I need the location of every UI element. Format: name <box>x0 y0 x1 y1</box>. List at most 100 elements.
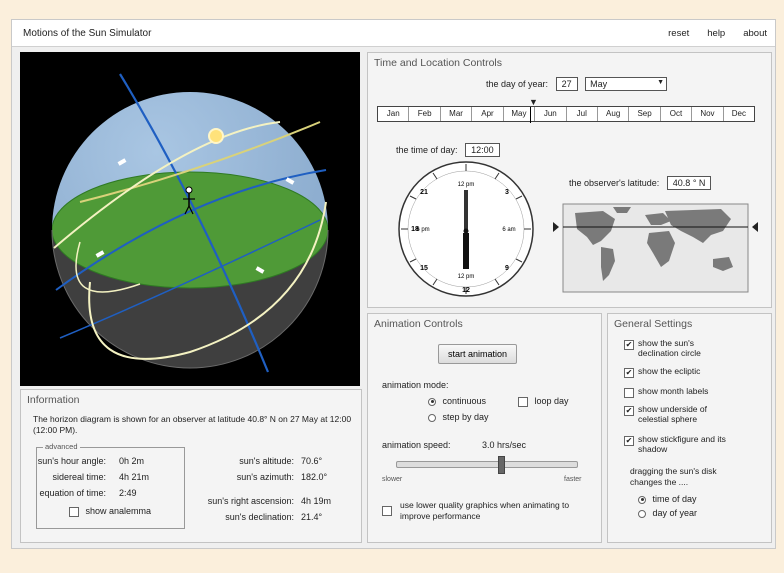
animation-panel: Animation Controls start animation anima… <box>367 313 602 543</box>
time-of-day-radio[interactable] <box>638 495 646 504</box>
month-dec[interactable]: Dec <box>722 107 754 121</box>
stickfigure-option[interactable]: ✔ show stickfigure and its shadow <box>624 434 728 454</box>
month-apr[interactable]: Apr <box>471 107 502 121</box>
top-menu: reset help about <box>668 28 767 39</box>
equation-of-time-label: equation of time: <box>39 488 106 498</box>
title-bar: Motions of the Sun Simulator reset help … <box>12 20 775 47</box>
low-quality-option[interactable]: use lower quality graphics when animatin… <box>382 500 586 522</box>
loop-day-option[interactable]: loop day <box>518 396 569 407</box>
day-of-year-option-label: day of year <box>652 508 698 518</box>
day-slider-handle-icon[interactable]: ▼ <box>529 97 538 107</box>
clock-number-21: 21 <box>420 189 428 196</box>
declination-circle-option[interactable]: ✔ show the sun's declination circle <box>624 338 733 358</box>
slower-label: slower <box>382 476 403 483</box>
latitude-label: the observer's latitude: <box>569 178 660 188</box>
clock-label-right: 6 am <box>502 227 515 233</box>
ecliptic-line <box>79 121 321 203</box>
clock-number-12: 12 <box>462 287 470 294</box>
month-oct[interactable]: Oct <box>659 107 691 121</box>
month-timeline[interactable]: Jan Feb Mar Apr May Jun Jul Aug Sep Oct … <box>377 106 755 122</box>
sun-path-lower <box>88 201 327 360</box>
declination-value: 21.4° <box>301 512 323 522</box>
world-map[interactable] <box>553 201 758 295</box>
time-of-day-input[interactable]: 12:00 <box>465 143 500 157</box>
day-of-year-option[interactable]: day of year <box>638 508 697 518</box>
sidereal-time-value: 4h 21m <box>119 472 150 482</box>
dropdown-arrow-icon: ▼ <box>657 79 665 86</box>
declination-label: sun's declination: <box>225 512 294 522</box>
faster-label: faster <box>564 476 582 483</box>
clock-number-15: 15 <box>420 265 428 272</box>
azimuth-label: sun's azimuth: <box>236 472 294 482</box>
month-jul[interactable]: Jul <box>565 107 597 121</box>
right-ascension-value: 4h 19m <box>301 496 332 506</box>
day-of-year-input[interactable]: 27 <box>555 77 578 91</box>
low-quality-label: use lower quality graphics when animatin… <box>400 500 570 521</box>
month-select[interactable]: May ▼ <box>585 77 668 91</box>
continuous-option[interactable]: continuous <box>428 396 486 406</box>
month-feb[interactable]: Feb <box>408 107 439 121</box>
about-link[interactable]: about <box>743 28 767 39</box>
help-link[interactable]: help <box>707 28 726 39</box>
start-animation-button[interactable]: start animation <box>438 344 518 364</box>
time-of-day-label: the time of day: <box>396 145 458 155</box>
month-jan[interactable]: Jan <box>386 109 400 118</box>
time-of-day-row: the time of day: 12:00 <box>396 143 500 157</box>
ecliptic-label: show the ecliptic <box>638 366 701 376</box>
loop-day-checkbox[interactable] <box>518 396 528 407</box>
stick-figure <box>183 186 195 215</box>
reset-link[interactable]: reset <box>668 28 690 39</box>
step-by-day-label: step by day <box>442 412 489 422</box>
day-of-year-radio[interactable] <box>638 509 646 518</box>
month-jun[interactable]: Jun <box>534 107 565 121</box>
loop-day-label: loop day <box>534 396 569 406</box>
sun-disk[interactable] <box>208 128 224 144</box>
step-by-day-option[interactable]: step by day <box>428 412 489 422</box>
advanced-label: advanced <box>43 442 80 451</box>
ecliptic-option[interactable]: ✔ show the ecliptic <box>624 366 701 378</box>
speed-slider-track[interactable] <box>396 456 578 474</box>
clock-hand-upper <box>464 190 468 230</box>
declination-circle-checkbox[interactable]: ✔ <box>624 340 634 350</box>
declination-circle <box>53 121 281 249</box>
time-of-day-option-label: time of day <box>652 494 697 504</box>
stickfigure-label: show stickfigure and its shadow <box>638 434 726 454</box>
ecliptic-checkbox[interactable]: ✔ <box>624 368 634 378</box>
hour-angle-value: 0h 2m <box>119 456 145 466</box>
step-by-day-radio[interactable] <box>428 413 436 422</box>
month-may[interactable]: May <box>502 107 534 121</box>
animation-speed-value: 3.0 hrs/sec <box>482 440 527 450</box>
panel-title: Information <box>27 394 80 406</box>
clock-label-left: 6 pm <box>416 227 429 233</box>
animation-speed-label: animation speed: <box>382 440 451 450</box>
underside-checkbox[interactable]: ✔ <box>624 406 634 416</box>
stickfigure-checkbox[interactable]: ✔ <box>624 436 634 446</box>
month-labels-option[interactable]: show month labels <box>624 386 708 398</box>
low-quality-checkbox[interactable] <box>382 506 392 516</box>
info-description: The horizon diagram is shown for an obse… <box>33 414 352 435</box>
sidereal-time-label: sidereal time: <box>52 472 106 482</box>
clock-label-top: 12 pm <box>458 182 475 188</box>
continuous-radio[interactable] <box>428 397 436 406</box>
month-nov[interactable]: Nov <box>691 107 722 121</box>
month-aug[interactable]: Aug <box>596 107 628 121</box>
latitude-marker-left-icon[interactable] <box>553 222 559 232</box>
month-labels-checkbox[interactable] <box>624 388 634 398</box>
time-of-day-option[interactable]: time of day <box>638 494 697 504</box>
show-analemma-checkbox[interactable] <box>69 506 79 517</box>
latitude-input[interactable]: 40.8 ° N <box>666 176 712 190</box>
altitude-label: sun's altitude: <box>239 456 294 466</box>
month-mar[interactable]: Mar <box>439 107 471 121</box>
latitude-marker-right-icon[interactable] <box>752 222 758 232</box>
speed-slider-thumb[interactable] <box>498 456 506 474</box>
drag-sun-label: dragging the sun's disk changes the .... <box>630 466 717 487</box>
panel-title: General Settings <box>614 318 693 330</box>
clock-label-bottom: 12 pm <box>458 274 475 280</box>
celestial-sphere-view[interactable] <box>20 52 360 386</box>
clock-number-9: 9 <box>505 265 509 272</box>
month-sep[interactable]: Sep <box>628 107 659 121</box>
day-of-year-row: the day of year: 27 May ▼ <box>486 77 668 91</box>
underside-option[interactable]: ✔ show underside of celestial sphere <box>624 404 738 424</box>
show-analemma-row[interactable]: show analemma <box>69 506 151 517</box>
clock-dial[interactable]: 12 pm 12 pm 6 pm 6 am 18 21 3 9 15 12 <box>393 158 543 300</box>
